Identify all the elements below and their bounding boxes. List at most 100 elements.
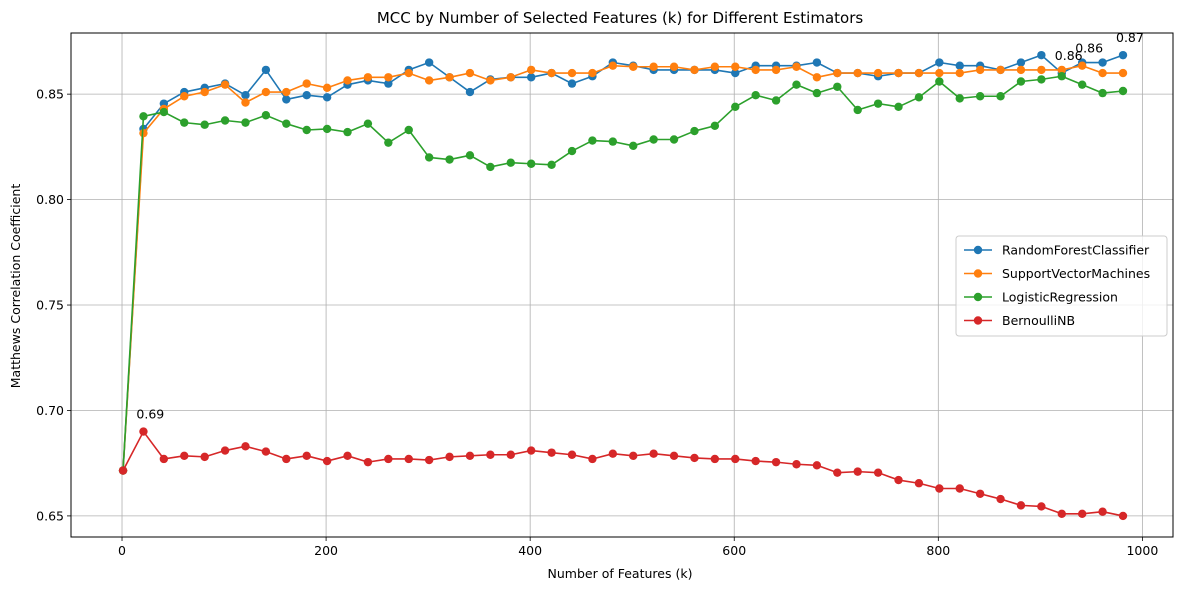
data-point <box>282 87 291 97</box>
data-point <box>241 118 250 127</box>
data-point <box>1037 502 1046 511</box>
legend-item: BernoulliNB <box>964 313 1075 328</box>
data-point <box>935 68 944 78</box>
data-point <box>975 65 985 75</box>
data-point <box>241 442 250 451</box>
data-point <box>1077 509 1087 518</box>
data-point <box>363 457 373 467</box>
data-point <box>812 58 822 67</box>
data-point <box>1057 72 1066 81</box>
data-point <box>1118 68 1128 78</box>
data-point <box>241 98 250 107</box>
data-point <box>282 454 291 464</box>
data-point <box>180 451 189 461</box>
data-point <box>506 450 515 459</box>
data-point <box>588 454 597 464</box>
data-point <box>731 102 740 112</box>
data-point <box>241 91 250 100</box>
data-annotation: 0.87 <box>1116 30 1144 45</box>
x-tick-label: 800 <box>926 543 950 558</box>
legend-item: SupportVectorMachines <box>964 266 1150 281</box>
data-point <box>690 126 699 136</box>
data-point <box>159 107 169 117</box>
x-tick-label: 0 <box>118 543 126 558</box>
data-point <box>526 73 536 82</box>
series-logisticregression <box>118 72 1128 475</box>
data-point <box>833 82 842 91</box>
legend-item: LogisticRegression <box>964 290 1118 305</box>
data-point <box>261 447 271 456</box>
data-point <box>261 87 271 97</box>
data-point <box>506 158 515 167</box>
data-point <box>1016 501 1026 510</box>
data-point <box>200 87 209 97</box>
data-point <box>547 160 556 169</box>
data-point <box>1098 68 1107 78</box>
data-point <box>975 92 985 101</box>
data-point <box>322 124 332 134</box>
data-point <box>384 79 393 88</box>
data-point <box>526 65 536 75</box>
legend-item: RandomForestClassifier <box>964 243 1150 258</box>
data-point <box>873 99 883 108</box>
data-point <box>710 62 720 71</box>
data-point <box>322 456 332 466</box>
data-point <box>669 62 679 71</box>
axis-ticks: 0 200 400 600 800 1000 0.65 0.70 0.75 0.80 0.85 <box>36 87 1158 558</box>
data-point <box>302 451 311 461</box>
x-tick-label: 600 <box>722 543 746 558</box>
data-point <box>955 94 964 103</box>
data-point <box>771 65 781 75</box>
x-tick-label: 400 <box>518 543 542 558</box>
data-point <box>118 466 128 475</box>
data-point <box>669 135 679 144</box>
data-point <box>812 73 822 82</box>
data-point <box>1016 77 1026 86</box>
data-point <box>200 120 209 129</box>
y-tick-label: 0.80 <box>36 192 64 207</box>
y-tick-label: 0.85 <box>36 87 64 102</box>
data-point <box>812 461 822 470</box>
data-point <box>567 450 577 459</box>
data-point <box>853 68 862 78</box>
data-point <box>588 136 597 145</box>
annotations: 0.69 0.860.86 0.87 <box>136 30 1143 421</box>
data-point <box>894 102 903 112</box>
data-point <box>1016 65 1026 75</box>
data-point <box>1077 61 1087 70</box>
series-supportvectormachines <box>118 61 1128 475</box>
data-point <box>465 68 475 78</box>
series-bernoullinb <box>118 427 1128 521</box>
data-point <box>343 451 352 461</box>
legend-marker <box>973 245 983 255</box>
data-point <box>1057 509 1066 518</box>
data-point <box>751 456 760 466</box>
data-point <box>894 68 903 78</box>
legend-marker <box>973 292 983 302</box>
data-point <box>465 451 475 461</box>
data-point <box>486 450 495 459</box>
data-point <box>833 468 842 477</box>
data-point <box>424 153 434 162</box>
data-point <box>1037 50 1046 60</box>
data-point <box>853 105 862 115</box>
data-point <box>180 92 189 101</box>
data-point <box>363 73 373 82</box>
data-point <box>955 68 964 78</box>
data-point <box>873 68 883 78</box>
data-point <box>567 68 577 78</box>
data-point <box>547 448 556 457</box>
legend-label: LogisticRegression <box>1002 290 1118 305</box>
data-point <box>1098 58 1107 67</box>
legend: RandomForestClassifier SupportVectorMachi… <box>955 235 1168 337</box>
plot-area-frame <box>70 32 1174 538</box>
legend-box <box>955 235 1168 337</box>
legend-label: SupportVectorMachines <box>1002 266 1150 281</box>
data-annotation: 0.69 <box>136 407 164 422</box>
data-point <box>547 68 556 78</box>
data-point <box>384 73 393 82</box>
data-point <box>975 489 985 498</box>
data-point <box>690 453 699 463</box>
data-point <box>629 62 638 71</box>
data-point <box>588 68 597 78</box>
